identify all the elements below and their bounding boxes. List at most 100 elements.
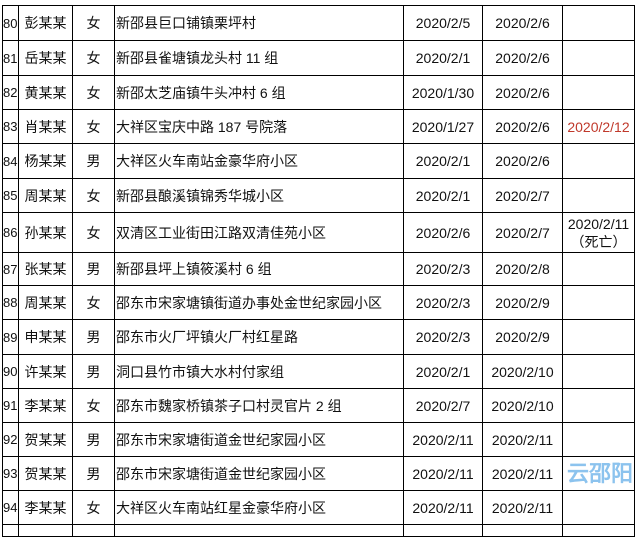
note-cell [562, 252, 635, 286]
address-cell: 邵东市火厂坪镇火厂村红星路 [114, 319, 404, 355]
note-status: （死亡） [570, 233, 627, 250]
table-row: 80 彭某某女新邵县巨口铺镇栗坪村 2020/2/5 2020/2/6 [2, 5, 635, 41]
note-cell [562, 40, 635, 76]
name-cell: 岳某某 [18, 40, 73, 76]
confirmed-date-cell: 2020/2/11 [482, 456, 563, 491]
address-cell: 大祥区宝庆中路 187 号院落 [114, 109, 404, 144]
note-cell [562, 5, 635, 41]
onset-date-cell: 2020/2/1 [403, 354, 483, 389]
address-cell: 邵东市魏家桥镇茶子口村灵官片 2 组 [114, 388, 404, 423]
sex-cell: 女 [72, 178, 115, 213]
name-cell: 孙某某 [18, 212, 73, 253]
row-number: 81 [2, 40, 19, 76]
empty-cell [403, 524, 483, 537]
table-row: 88 周某某女邵东市宋家塘镇街道办事处金世纪家园小区 2020/2/3 2020/2/… [2, 285, 635, 320]
empty-cell [2, 524, 19, 537]
address-cell: 新邵太芝庙镇牛头冲村 6 组 [114, 75, 404, 110]
name-cell: 张某某 [18, 252, 73, 286]
name-cell: 周某某 [18, 285, 73, 320]
note-cell [562, 285, 635, 320]
empty-cell [18, 524, 73, 537]
address-cell: 大祥区火车南站红星金豪华府小区 [114, 490, 404, 525]
row-number: 89 [2, 319, 19, 355]
row-number: 86 [2, 212, 19, 253]
note-cell [562, 178, 635, 213]
note-cell [562, 422, 635, 457]
row-number: 83 [2, 109, 19, 144]
table-row: 89 申某某男邵东市火厂坪镇火厂村红星路 2020/2/3 2020/2/9 [2, 319, 635, 355]
name-cell: 黄某某 [18, 75, 73, 110]
sex-cell: 女 [72, 212, 115, 253]
note-cell [562, 388, 635, 423]
confirmed-date-cell: 2020/2/6 [482, 5, 563, 41]
address-cell: 大祥区火车南站金豪华府小区 [114, 143, 404, 179]
row-number: 87 [2, 252, 19, 286]
name-cell: 彭某某 [18, 5, 73, 41]
address-cell: 邵东市宋家塘镇街道办事处金世纪家园小区 [114, 285, 404, 320]
table-row: 85 周某某女新邵县酿溪镇锦秀华城小区 2020/2/1 2020/2/7 [2, 178, 635, 213]
onset-date-cell: 2020/2/1 [403, 143, 483, 179]
empty-cell [482, 524, 563, 537]
empty-cell [72, 524, 115, 537]
table-row: 84 杨某某男大祥区火车南站金豪华府小区 2020/2/1 2020/2/6 [2, 143, 635, 179]
confirmed-date-cell: 2020/2/10 [482, 388, 563, 423]
empty-cell [562, 524, 635, 537]
row-number: 93 [2, 456, 19, 491]
onset-date-cell: 2020/2/11 [403, 490, 483, 525]
table-row: 86 孙某某女双清区工业街田江路双清佳苑小区 2020/2/6 2020/2/7 202… [2, 212, 635, 253]
name-cell: 李某某 [18, 490, 73, 525]
name-cell: 申某某 [18, 319, 73, 355]
name-cell: 李某某 [18, 388, 73, 423]
table-row: 87 张某某男新邵县坪上镇筱溪村 6 组 2020/2/3 2020/2/8 [2, 252, 635, 286]
address-cell: 新邵县坪上镇筱溪村 6 组 [114, 252, 404, 286]
address-cell: 双清区工业街田江路双清佳苑小区 [114, 212, 404, 253]
note-cell: 2020/2/11 （死亡） [562, 212, 635, 253]
sex-cell: 男 [72, 422, 115, 457]
address-cell: 新邵县巨口铺镇栗坪村 [114, 5, 404, 41]
row-number: 88 [2, 285, 19, 320]
onset-date-cell: 2020/1/30 [403, 75, 483, 110]
name-cell: 杨某某 [18, 143, 73, 179]
table-row: 93 贺某某男邵东市宋家塘街道金世纪家园小区 2020/2/11 2020/2/11 [2, 456, 635, 491]
case-table: 80 彭某某女新邵县巨口铺镇栗坪村 2020/2/5 2020/2/6 81 岳某某女新邵… [2, 5, 635, 537]
onset-date-cell: 2020/2/6 [403, 212, 483, 253]
address-cell: 邵东市宋家塘街道金世纪家园小区 [114, 456, 404, 491]
onset-date-cell: 2020/2/3 [403, 252, 483, 286]
onset-date-cell: 2020/2/7 [403, 388, 483, 423]
note-date: 2020/2/11 [567, 215, 630, 232]
onset-date-cell: 2020/2/3 [403, 285, 483, 320]
empty-cell [114, 524, 404, 537]
note-cell [562, 75, 635, 110]
table-row: 94 李某某女大祥区火车南站红星金豪华府小区 2020/2/11 2020/2/11 [2, 490, 635, 525]
address-cell: 邵东市宋家塘街道金世纪家园小区 [114, 422, 404, 457]
note-cell [562, 319, 635, 355]
table-row: 81 岳某某女新邵县雀塘镇龙头村 11 组 2020/2/1 2020/2/6 [2, 40, 635, 76]
row-number: 94 [2, 490, 19, 525]
sex-cell: 女 [72, 40, 115, 76]
note-cell [562, 490, 635, 525]
confirmed-date-cell: 2020/2/6 [482, 75, 563, 110]
name-cell: 贺某某 [18, 456, 73, 491]
sex-cell: 女 [72, 5, 115, 41]
confirmed-date-cell: 2020/2/6 [482, 40, 563, 76]
row-number: 84 [2, 143, 19, 179]
row-number: 92 [2, 422, 19, 457]
onset-date-cell: 2020/2/1 [403, 40, 483, 76]
row-number: 91 [2, 388, 19, 423]
address-cell: 洞口县竹市镇大水村付家组 [114, 354, 404, 389]
row-number: 82 [2, 75, 19, 110]
sex-cell: 女 [72, 75, 115, 110]
sex-cell: 男 [72, 456, 115, 491]
confirmed-date-cell: 2020/2/9 [482, 319, 563, 355]
sex-cell: 男 [72, 354, 115, 389]
sex-cell: 女 [72, 109, 115, 144]
table-row: 91 李某某女邵东市魏家桥镇茶子口村灵官片 2 组 2020/2/7 2020/2/1… [2, 388, 635, 423]
confirmed-date-cell: 2020/2/10 [482, 354, 563, 389]
note-cell [562, 143, 635, 179]
sex-cell: 女 [72, 490, 115, 525]
row-number: 85 [2, 178, 19, 213]
confirmed-date-cell: 2020/2/7 [482, 212, 563, 253]
onset-date-cell: 2020/2/3 [403, 319, 483, 355]
sex-cell: 女 [72, 285, 115, 320]
table-row-partial [2, 524, 635, 537]
